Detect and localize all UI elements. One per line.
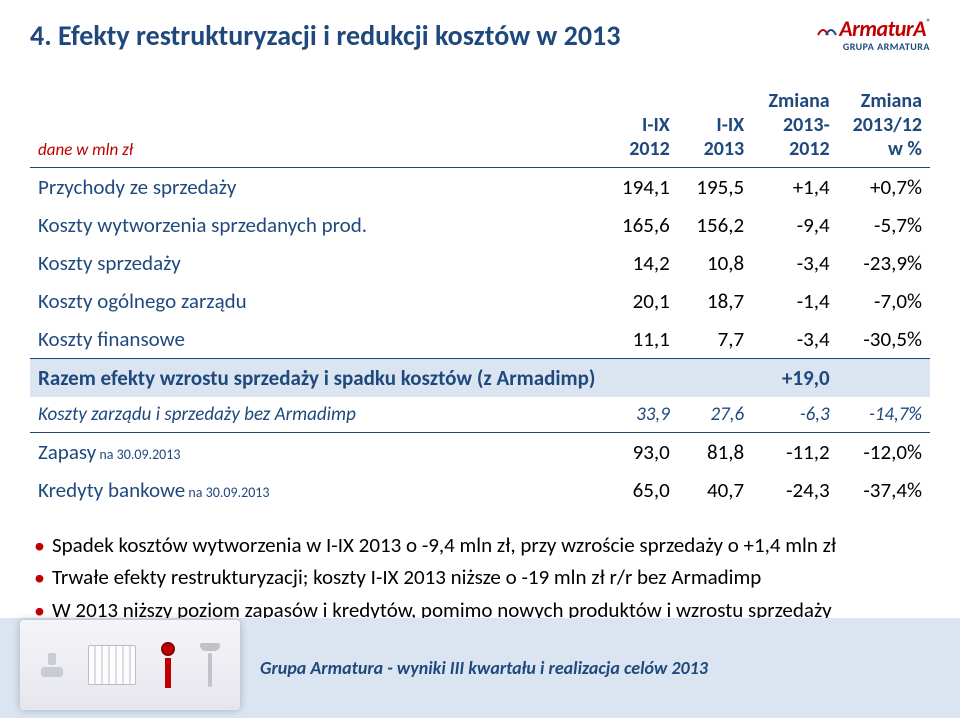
logo-brand: ArmaturA®	[817, 18, 930, 40]
row-label: Koszty wytworzenia sprzedanych prod.	[30, 206, 603, 244]
row-date: na 30.09.2013	[96, 446, 180, 463]
row-label: Zapasy na 30.09.2013	[30, 433, 603, 472]
col-header: I-IX 2013	[678, 83, 752, 168]
table-row: Razem efekty wzrostu sprzedaży i spadku …	[30, 359, 930, 398]
bullet-item: Trwałe efekty restrukturyzacji; koszty I…	[30, 563, 930, 591]
cell: 11,1	[603, 320, 677, 359]
row-label: Koszty sprzedaży	[30, 244, 603, 282]
cell: -6,3	[752, 397, 838, 433]
unit-label: dane w mln zł	[38, 139, 133, 160]
unit-label-cell: dane w mln zł	[30, 83, 603, 168]
cell: +0,7%	[838, 168, 930, 207]
cell: -14,7%	[838, 397, 930, 433]
cell: 194,1	[603, 168, 677, 207]
row-label: Koszty finansowe	[30, 320, 603, 359]
logo: ArmaturA® GRUPA ARMATURA	[817, 18, 930, 52]
valve-icon	[161, 642, 175, 688]
footer-product-image	[20, 620, 240, 710]
row-label: Koszty zarządu i sprzedaży bez Armadimp	[30, 397, 603, 433]
cell: 81,8	[678, 433, 752, 472]
cell: -24,3	[752, 471, 838, 509]
table-row: Koszty wytworzenia sprzedanych prod.165,…	[30, 206, 930, 244]
cell: -37,4%	[838, 471, 930, 509]
cell: -3,4	[752, 244, 838, 282]
cell: 18,7	[678, 282, 752, 320]
cell: -23,9%	[838, 244, 930, 282]
row-date: na 30.09.2013	[185, 484, 269, 501]
cell: 195,5	[678, 168, 752, 207]
col-header: Zmiana 2013/12 w %	[838, 83, 930, 168]
data-table: dane w mln zł I-IX 2012 I-IX 2013 Zmiana…	[30, 83, 930, 509]
row-label: Razem efekty wzrostu sprzedaży i spadku …	[30, 359, 603, 398]
faucet-icon	[41, 653, 63, 677]
cell: -11,2	[752, 433, 838, 472]
footer-caption: Grupa Armatura - wyniki III kwartału i r…	[260, 657, 708, 679]
cell: 20,1	[603, 282, 677, 320]
cell: 14,2	[603, 244, 677, 282]
cell: 165,6	[603, 206, 677, 244]
table-row: Zapasy na 30.09.201393,081,8-11,2-12,0%	[30, 433, 930, 472]
footer-band: Grupa Armatura - wyniki III kwartału i r…	[0, 618, 960, 718]
cell: +19,0	[752, 359, 838, 398]
cell: 156,2	[678, 206, 752, 244]
table-row: Koszty finansowe11,17,7-3,4-30,5%	[30, 320, 930, 359]
bullet-item: Spadek kosztów wytworzenia w I-IX 2013 o…	[30, 531, 930, 559]
col-header: Zmiana 2013-2012	[752, 83, 838, 168]
radiator-icon	[88, 645, 136, 685]
row-label: Przychody ze sprzedaży	[30, 168, 603, 207]
cell: -7,0%	[838, 282, 930, 320]
table-row: Kredyty bankowe na 30.09.201365,040,7-24…	[30, 471, 930, 509]
cell: -3,4	[752, 320, 838, 359]
table-row: Koszty ogólnego zarządu20,118,7-1,4-7,0%	[30, 282, 930, 320]
cell: 40,7	[678, 471, 752, 509]
bullet-list: Spadek kosztów wytworzenia w I-IX 2013 o…	[30, 531, 930, 624]
cell	[838, 359, 930, 398]
row-label: Koszty ogólnego zarządu	[30, 282, 603, 320]
cell: 93,0	[603, 433, 677, 472]
table-row: Koszty sprzedaży14,210,8-3,4-23,9%	[30, 244, 930, 282]
cell: 7,7	[678, 320, 752, 359]
cell: -9,4	[752, 206, 838, 244]
cell: 27,6	[678, 397, 752, 433]
cell: -12,0%	[838, 433, 930, 472]
logo-brand-text: ArmaturA	[839, 15, 926, 42]
shower-icon	[200, 643, 220, 687]
col-header: I-IX 2012	[603, 83, 677, 168]
page-title: 4. Efekty restrukturyzacji i redukcji ko…	[30, 18, 620, 53]
logo-reg: ®	[926, 17, 930, 28]
table-header-row: dane w mln zł I-IX 2012 I-IX 2013 Zmiana…	[30, 83, 930, 168]
cell: 10,8	[678, 244, 752, 282]
cell: -1,4	[752, 282, 838, 320]
table-row: Koszty zarządu i sprzedaży bez Armadimp3…	[30, 397, 930, 433]
cell: 33,9	[603, 397, 677, 433]
row-label: Kredyty bankowe na 30.09.2013	[30, 471, 603, 509]
cell: 65,0	[603, 471, 677, 509]
cell: -30,5%	[838, 320, 930, 359]
cell: -5,7%	[838, 206, 930, 244]
cell: +1,4	[752, 168, 838, 207]
logo-subtext: GRUPA ARMATURA	[817, 42, 930, 52]
table-row: Przychody ze sprzedaży194,1195,5+1,4+0,7…	[30, 168, 930, 207]
cell	[678, 359, 752, 398]
cell	[603, 359, 677, 398]
